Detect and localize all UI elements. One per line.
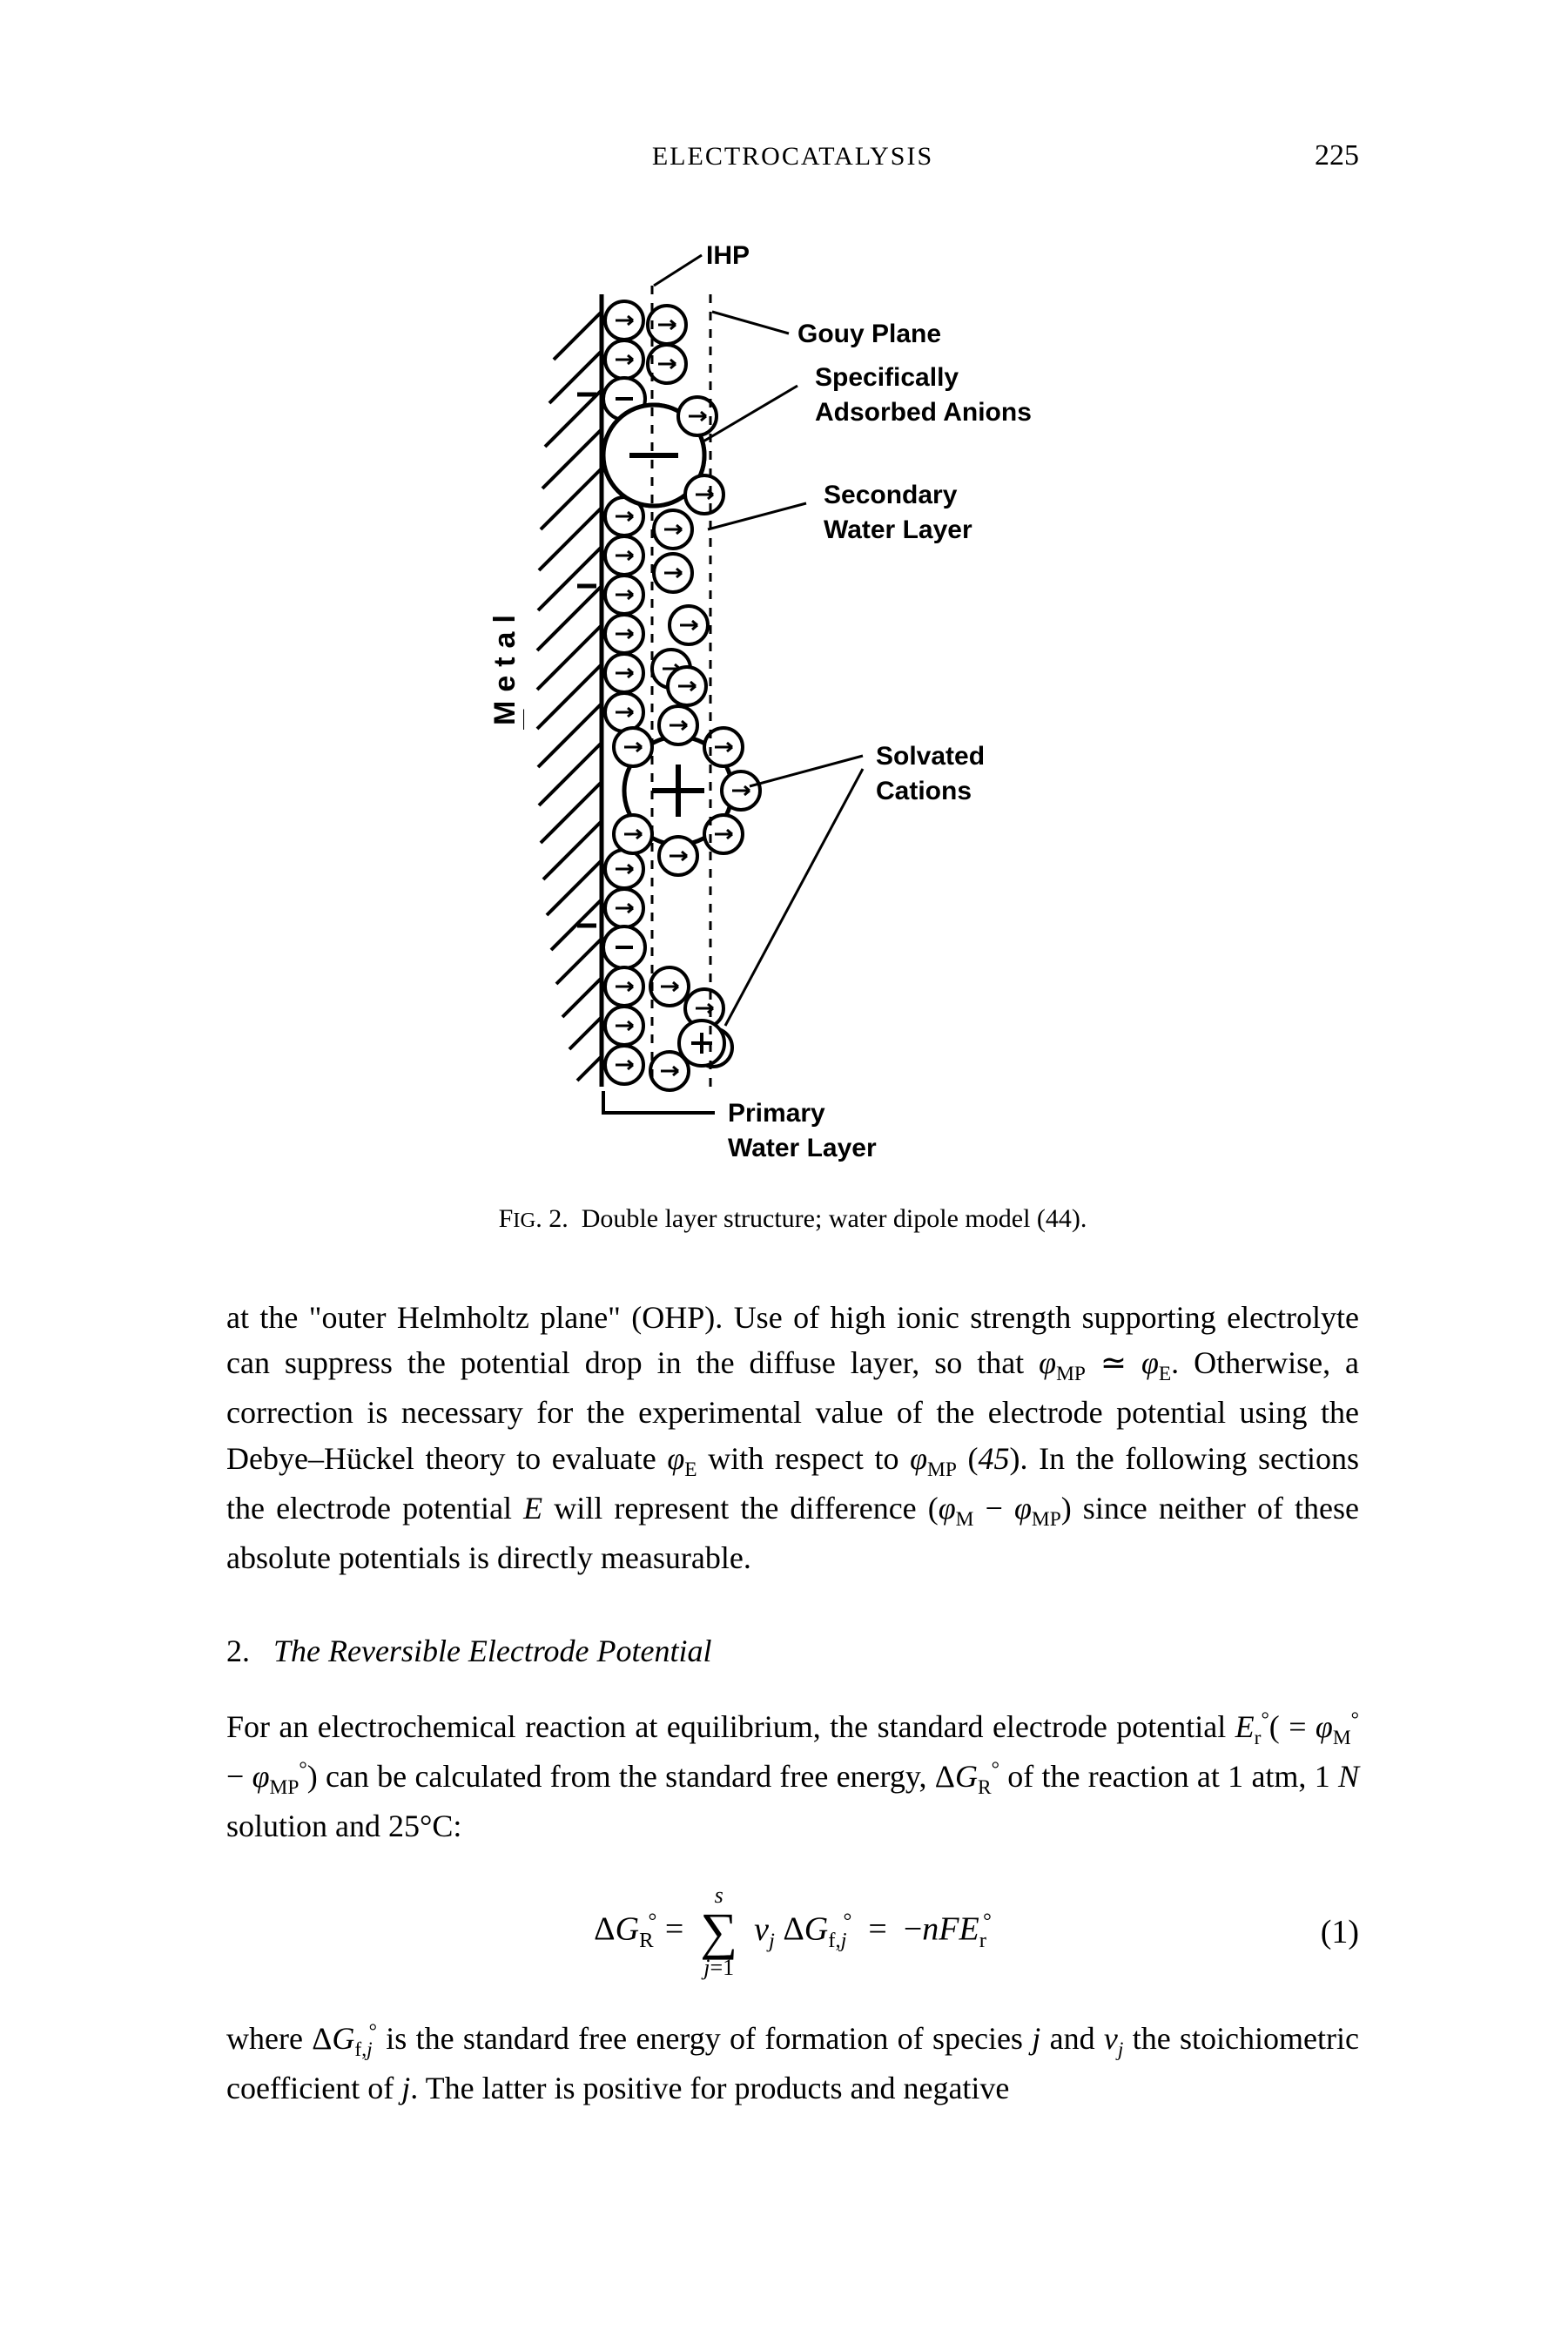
primary-label-2: Water Layer [728,1134,877,1162]
solvated-cation-mid [614,706,760,875]
equation-1: ΔGR° = s ∑ j=1 νj ΔGf,j° = −nFEr° (1) [226,1883,1359,1980]
metal-axis-label: Metal [488,606,522,725]
specifically-label-2: Adsorbed Anions [815,398,1032,427]
paragraph-2: For an electrochemical reaction at equil… [226,1704,1359,1849]
figure-caption: FIG. 2. Double layer structure; water di… [226,1204,1359,1234]
figure-2: M e t a l Metal [226,242,1359,1169]
section-title: The Reversible Electrode Potential [273,1634,712,1668]
ihp-label: IHP [706,242,750,270]
page-number: 225 [1255,139,1359,172]
equation-number: (1) [1307,1913,1359,1951]
secondary-label-1: Secondary [824,481,958,509]
figure-caption-label: FIG. 2. [499,1204,569,1233]
double-layer-diagram: M e t a l Metal [401,242,1185,1165]
running-header: ELECTROCATALYSIS 225 [226,139,1359,172]
secondary-label-2: Water Layer [824,515,972,544]
solvated-cation-bottom [650,967,732,1090]
running-title: ELECTROCATALYSIS [331,142,1255,172]
primary-label-1: Primary [728,1099,825,1128]
solvated-label-2: Cations [876,777,972,805]
figure-caption-text: Double layer structure; water dipole mod… [582,1204,1087,1233]
specifically-label-1: Specifically [815,363,959,392]
primary-layer-bracket [603,1091,715,1113]
paragraph-3: where ΔGf,j° is the standard free energy… [226,2016,1359,2111]
paragraph-1: at the "outer Helmholtz plane" (OHP). Us… [226,1295,1359,1580]
section-heading: 2. The Reversible Electrode Potential [226,1633,1359,1669]
gouy-plane-label: Gouy Plane [797,320,941,348]
section-number: 2. [226,1634,250,1668]
solvated-label-1: Solvated [876,742,985,771]
equation-body: ΔGR° = s ∑ j=1 νj ΔGf,j° = −nFEr° [279,1883,1307,1980]
metal-hatching [537,312,602,1081]
